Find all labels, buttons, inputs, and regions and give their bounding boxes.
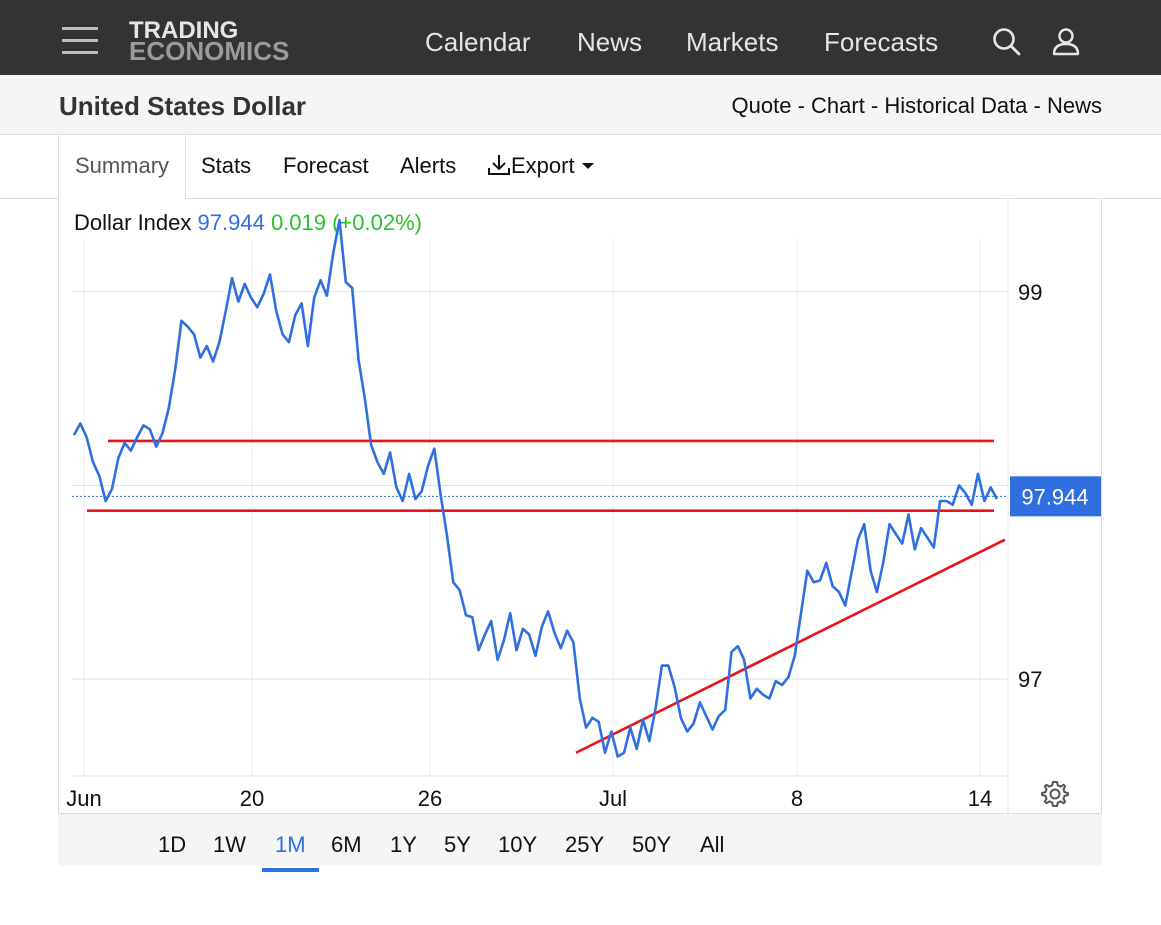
range-1m[interactable]: 1M <box>262 832 318 872</box>
last-value-badge <box>1010 476 1101 517</box>
nav-calendar[interactable]: Calendar <box>425 27 531 57</box>
nav-news[interactable]: News <box>577 27 643 57</box>
link-separator: - <box>1027 93 1047 118</box>
page-title: United States Dollar <box>59 91 307 121</box>
range-selector: 1D 1W 1M 6M 1Y 5Y 10Y 25Y 50Y All <box>58 813 1102 872</box>
menu-icon[interactable] <box>62 27 98 55</box>
dollar-index-series-line <box>72 218 999 758</box>
logo-line-2: ECONOMICS <box>129 36 290 66</box>
x-tick-label: 8 <box>791 786 803 811</box>
settings-gear-icon[interactable] <box>1041 780 1069 808</box>
trend-line <box>575 538 1006 754</box>
range-all[interactable]: All <box>700 832 725 857</box>
y-tick-label: 99 <box>1018 280 1042 305</box>
quote-header: Dollar Index 97.944 0.019 (+0.02%) <box>74 210 422 236</box>
link-separator: - <box>791 93 812 118</box>
tab-alerts[interactable]: Alerts <box>400 153 457 178</box>
range-10y[interactable]: 10Y <box>498 832 538 857</box>
x-tick-label: Jun <box>66 786 101 811</box>
user-icon[interactable] <box>1051 26 1081 58</box>
x-tick-label: 26 <box>418 786 442 811</box>
nav-forecasts[interactable]: Forecasts <box>824 27 939 57</box>
logo-line-1: TRADING <box>129 17 239 44</box>
chart-series <box>72 218 999 758</box>
section-links: Quote - Chart - Historical Data - News <box>732 93 1102 119</box>
top-navigation-bar: TRADING ECONOMICS Calendar News Markets … <box>0 0 1161 75</box>
quote-name: Dollar Index <box>74 210 192 235</box>
last-value-label: 97.944 <box>1021 484 1088 509</box>
tab-summary[interactable]: Summary <box>58 135 186 200</box>
export-label: Export <box>511 153 575 178</box>
tab-export[interactable]: Export <box>487 153 595 179</box>
range-25y[interactable]: 25Y <box>565 832 605 857</box>
page-subheader: United States Dollar Quote - Chart - His… <box>0 75 1161 135</box>
range-5y[interactable]: 5Y <box>444 832 471 857</box>
link-news[interactable]: News <box>1046 93 1102 118</box>
download-icon <box>488 155 510 175</box>
y-tick-label: 97 <box>1018 667 1042 692</box>
link-separator: - <box>864 93 885 118</box>
link-quote[interactable]: Quote <box>731 93 792 118</box>
chart-axes: Jun2026Jul81499989797.944 <box>66 280 1101 811</box>
range-1w[interactable]: 1W <box>213 832 246 857</box>
range-1d[interactable]: 1D <box>158 832 187 857</box>
quote-change: 0.019 (+0.02%) <box>270 210 422 235</box>
tab-bar: Summary Stats Forecast Alerts Export <box>0 135 1161 200</box>
range-6m[interactable]: 6M <box>331 832 362 857</box>
quote-value: 97.944 <box>197 210 265 235</box>
range-1y[interactable]: 1Y <box>390 832 417 857</box>
tab-forecast[interactable]: Forecast <box>283 153 369 178</box>
x-tick-label: 20 <box>240 786 264 811</box>
nav-markets[interactable]: Markets <box>686 27 779 57</box>
caret-down-icon <box>581 163 594 169</box>
range-50y[interactable]: 50Y <box>632 832 672 857</box>
search-icon[interactable] <box>992 26 1022 58</box>
link-chart[interactable]: Chart <box>811 93 865 118</box>
link-historical-data[interactable]: Historical Data <box>884 93 1028 118</box>
chart-annotations <box>72 439 1008 754</box>
x-tick-label: Jul <box>599 786 627 811</box>
chart-grid <box>72 199 1009 813</box>
x-tick-label: 14 <box>968 786 992 811</box>
tab-stats[interactable]: Stats <box>201 153 252 178</box>
site-logo[interactable]: TRADING ECONOMICS <box>129 17 290 66</box>
